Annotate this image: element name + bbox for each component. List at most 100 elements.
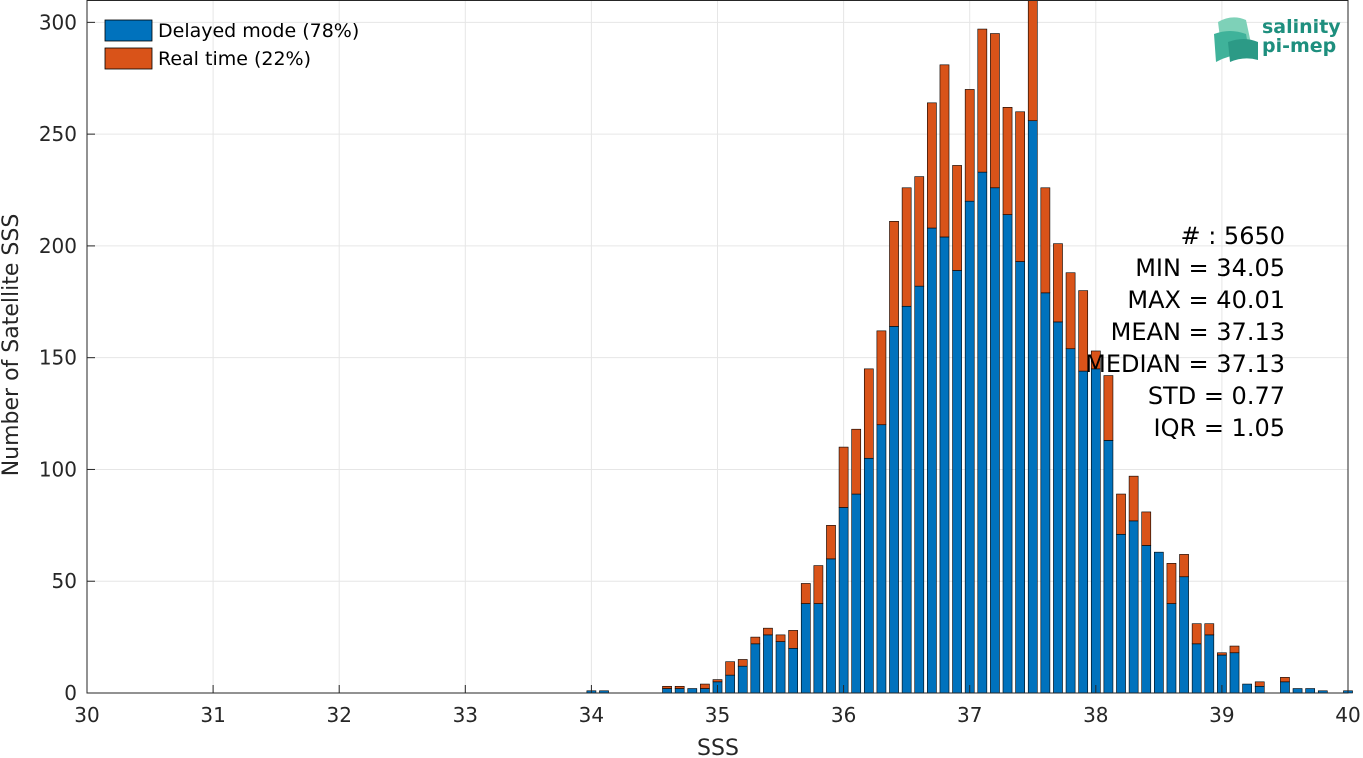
bar-real-time [952, 165, 962, 271]
logo-text-salinity: salinity [1262, 16, 1341, 38]
x-axis-label: SSS [697, 736, 739, 758]
stat-count: # : 5650 [1180, 222, 1285, 250]
bar-delayed-mode [964, 200, 975, 694]
x-tick-label: 36 [831, 703, 856, 727]
bar-delayed-mode [952, 270, 962, 694]
bar-delayed-mode [1191, 643, 1202, 694]
bar-real-time [901, 187, 912, 307]
bar-delayed-mode [1242, 683, 1252, 694]
bar-real-time [674, 685, 685, 689]
bar-real-time [750, 636, 761, 645]
salinity-pi-mep-logo: salinity pi-mep [1214, 16, 1341, 62]
bar-real-time [763, 627, 773, 636]
bar-real-time [800, 583, 811, 604]
bar-real-time [662, 685, 672, 689]
bar-real-time [1116, 493, 1126, 535]
bar-delayed-mode [1128, 520, 1139, 694]
bar-delayed-mode [1166, 603, 1177, 694]
bar-real-time [1166, 563, 1177, 604]
bar-delayed-mode [863, 457, 874, 694]
statistics-annotation: # : 5650 MIN = 34.05 MAX = 40.01 MEAN = … [1085, 222, 1285, 442]
bar-delayed-mode [876, 424, 887, 694]
y-tick-label: 50 [52, 569, 77, 593]
x-tick-label: 33 [453, 703, 478, 727]
legend-entry-realtime: Real time (22%) [158, 48, 311, 70]
bar-real-time [737, 659, 748, 667]
bar-delayed-mode [800, 603, 811, 694]
stat-min: MIN = 34.05 [1135, 254, 1285, 282]
bar-delayed-mode [662, 688, 672, 694]
bar-real-time [1090, 350, 1101, 370]
bar-real-time [813, 565, 824, 604]
bar-real-time [712, 679, 723, 683]
bar-delayed-mode [750, 643, 761, 694]
bar-real-time [876, 330, 887, 426]
bar-real-time [863, 368, 874, 459]
bar-delayed-mode [788, 647, 798, 694]
bar-delayed-mode [763, 634, 773, 694]
bar-real-time [1128, 475, 1139, 522]
bar-real-time [788, 630, 798, 649]
bar-delayed-mode [737, 665, 748, 694]
bar-delayed-mode [1053, 321, 1063, 694]
bar-delayed-mode [725, 674, 735, 694]
bar-delayed-mode [826, 558, 836, 694]
bar-delayed-mode [1065, 348, 1076, 694]
y-tick-label: 150 [39, 346, 77, 370]
x-tick-label: 32 [326, 703, 351, 727]
bar-real-time [775, 634, 786, 642]
bar-real-time [838, 446, 849, 508]
bar-delayed-mode [1179, 576, 1189, 694]
bar-delayed-mode [889, 326, 899, 694]
bar-delayed-mode [1204, 634, 1215, 694]
bar-delayed-mode [687, 688, 698, 694]
bar-delayed-mode [813, 603, 824, 694]
bar-delayed-mode [1116, 533, 1126, 694]
bar-delayed-mode [1040, 292, 1051, 694]
bars [586, 0, 1353, 694]
bar-real-time [725, 661, 735, 676]
bar-real-time [1027, 0, 1038, 122]
x-tick-label: 37 [957, 703, 982, 727]
bar-real-time [1015, 111, 1025, 262]
x-tick-label: 38 [1083, 703, 1108, 727]
bar-real-time [1280, 677, 1290, 683]
bar-real-time [1002, 107, 1013, 215]
y-tick-label: 100 [39, 457, 77, 481]
bar-real-time [914, 176, 925, 287]
y-tick-label: 0 [64, 681, 77, 705]
logo-wave-icon [1214, 17, 1258, 62]
bar-real-time [1229, 645, 1240, 654]
bar-delayed-mode [1280, 681, 1290, 694]
bar-real-time [1204, 623, 1215, 636]
legend-swatch-realtime [104, 47, 153, 70]
bar-delayed-mode [851, 493, 862, 694]
bar-delayed-mode [1254, 685, 1265, 694]
bar-delayed-mode [1078, 370, 1089, 694]
bar-delayed-mode [700, 688, 710, 694]
x-tick-label: 39 [1209, 703, 1234, 727]
x-tick-label: 34 [579, 703, 604, 727]
bar-delayed-mode [977, 171, 988, 694]
logo-text-pi-mep: pi-mep [1262, 35, 1336, 57]
bar-delayed-mode [990, 187, 1000, 694]
bar-delayed-mode [1103, 440, 1114, 694]
bar-delayed-mode [914, 285, 925, 694]
stat-std: STD = 0.77 [1148, 382, 1285, 410]
bar-real-time [1040, 187, 1051, 294]
bar-delayed-mode [1027, 120, 1038, 694]
bar-delayed-mode [901, 305, 912, 694]
y-tick-label: 300 [39, 10, 77, 34]
y-tick-label: 200 [39, 234, 77, 258]
bar-delayed-mode [927, 227, 937, 694]
bar-real-time [851, 428, 862, 495]
bar-real-time [1179, 554, 1189, 578]
bar-delayed-mode [1002, 214, 1013, 694]
bar-delayed-mode [1015, 261, 1025, 694]
bar-real-time [1191, 623, 1202, 645]
y-axis-ticks: 0 50 100 150 200 250 300 [39, 10, 95, 705]
bar-real-time [964, 89, 975, 202]
bar-real-time [1078, 290, 1089, 372]
legend-swatch-delayed [104, 19, 153, 42]
